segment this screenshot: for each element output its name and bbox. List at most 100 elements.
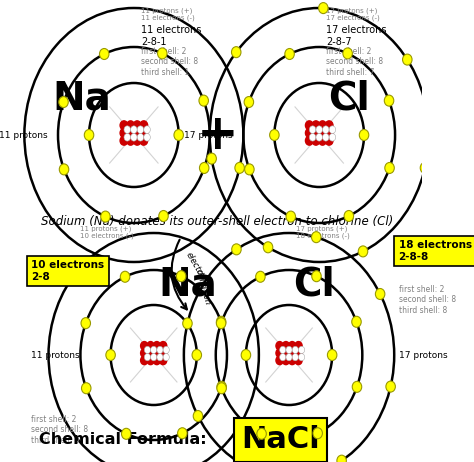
- Text: 17 protons: 17 protons: [184, 130, 232, 140]
- Circle shape: [131, 126, 137, 134]
- Circle shape: [313, 428, 322, 439]
- Circle shape: [282, 349, 290, 358]
- Circle shape: [316, 134, 322, 141]
- Circle shape: [59, 164, 69, 175]
- Text: electron: electron: [183, 250, 209, 284]
- Circle shape: [270, 129, 279, 140]
- Circle shape: [200, 163, 209, 173]
- Circle shape: [285, 49, 294, 60]
- Circle shape: [151, 346, 157, 353]
- Circle shape: [82, 383, 91, 394]
- Circle shape: [329, 126, 336, 134]
- Text: Cl: Cl: [293, 265, 335, 303]
- Circle shape: [322, 126, 329, 134]
- Text: 18 electrons
2-8-8: 18 electrons 2-8-8: [399, 240, 472, 261]
- Text: Cl: Cl: [328, 80, 370, 118]
- Circle shape: [402, 54, 412, 65]
- Circle shape: [257, 428, 266, 439]
- Circle shape: [217, 316, 226, 327]
- Circle shape: [124, 126, 130, 134]
- Circle shape: [159, 211, 168, 221]
- Circle shape: [153, 349, 161, 358]
- Text: donation: donation: [194, 268, 212, 306]
- Circle shape: [153, 356, 161, 365]
- Circle shape: [144, 353, 151, 361]
- Circle shape: [312, 128, 320, 138]
- Text: 17 electrons
2-8-7: 17 electrons 2-8-7: [326, 25, 387, 47]
- Circle shape: [231, 47, 241, 58]
- Circle shape: [140, 121, 147, 130]
- Circle shape: [375, 288, 385, 299]
- Circle shape: [147, 341, 154, 350]
- Circle shape: [319, 136, 327, 145]
- Circle shape: [358, 246, 368, 257]
- Circle shape: [140, 128, 147, 138]
- Text: first shell: 2
second shell: 8
third shell: 7: first shell: 2 second shell: 8 third she…: [326, 47, 383, 77]
- Circle shape: [106, 349, 115, 360]
- Circle shape: [100, 49, 109, 60]
- Circle shape: [280, 346, 286, 353]
- Circle shape: [276, 341, 283, 350]
- Circle shape: [276, 356, 283, 365]
- Circle shape: [344, 211, 354, 221]
- Circle shape: [286, 346, 292, 353]
- Text: +: +: [197, 111, 238, 159]
- Circle shape: [127, 128, 135, 138]
- Circle shape: [325, 136, 333, 145]
- Circle shape: [305, 121, 313, 130]
- Text: Chemical Formula:: Chemical Formula:: [39, 432, 207, 448]
- Circle shape: [264, 242, 273, 253]
- Circle shape: [328, 349, 337, 360]
- Circle shape: [420, 162, 430, 173]
- Circle shape: [343, 48, 352, 59]
- Circle shape: [124, 134, 130, 141]
- Circle shape: [121, 428, 131, 439]
- Circle shape: [147, 356, 154, 365]
- Circle shape: [322, 134, 329, 141]
- Circle shape: [319, 128, 327, 138]
- Circle shape: [137, 126, 144, 134]
- Text: first shell: 2
second shell: 8
third shell: 1: first shell: 2 second shell: 8 third she…: [141, 47, 198, 77]
- Circle shape: [312, 121, 320, 130]
- Circle shape: [280, 353, 286, 361]
- Circle shape: [245, 164, 254, 175]
- Circle shape: [316, 126, 322, 134]
- Text: 17 protons (+)
18 electrons (-): 17 protons (+) 18 electrons (-): [296, 225, 350, 239]
- Circle shape: [207, 153, 216, 164]
- Circle shape: [359, 129, 369, 140]
- Circle shape: [120, 136, 128, 145]
- Circle shape: [144, 134, 150, 141]
- Circle shape: [163, 346, 169, 353]
- Circle shape: [292, 346, 299, 353]
- Circle shape: [157, 346, 163, 353]
- Circle shape: [81, 318, 91, 328]
- Circle shape: [289, 356, 296, 365]
- Text: 11 protons (+)
11 electrons (-): 11 protons (+) 11 electrons (-): [141, 7, 194, 21]
- Circle shape: [84, 129, 94, 140]
- Circle shape: [286, 211, 295, 222]
- Circle shape: [157, 48, 167, 59]
- Circle shape: [312, 136, 320, 145]
- Text: 10 electrons
2-8: 10 electrons 2-8: [31, 260, 104, 282]
- Circle shape: [100, 211, 110, 222]
- Circle shape: [289, 349, 296, 358]
- Circle shape: [310, 134, 316, 141]
- Circle shape: [292, 353, 299, 361]
- Circle shape: [244, 97, 254, 108]
- Circle shape: [216, 318, 226, 328]
- Circle shape: [325, 128, 333, 138]
- Circle shape: [144, 126, 150, 134]
- Text: 17 protons (+)
17 electrons (-): 17 protons (+) 17 electrons (-): [326, 7, 380, 21]
- Circle shape: [133, 121, 141, 130]
- Circle shape: [286, 353, 292, 361]
- Circle shape: [352, 316, 361, 327]
- Circle shape: [147, 349, 154, 358]
- Circle shape: [352, 381, 362, 392]
- Circle shape: [299, 346, 305, 353]
- Circle shape: [176, 271, 186, 282]
- Circle shape: [282, 341, 290, 350]
- Circle shape: [325, 121, 333, 130]
- Circle shape: [144, 346, 151, 353]
- Circle shape: [329, 134, 336, 141]
- Circle shape: [289, 341, 296, 350]
